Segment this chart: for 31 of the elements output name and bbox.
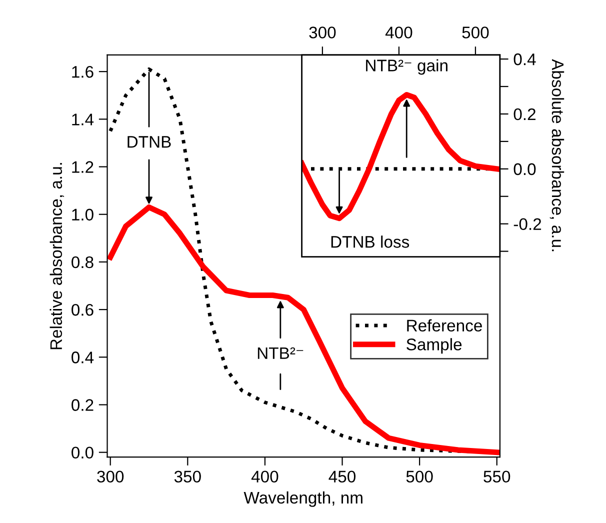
y-tick-label: 0.2 [514,108,536,120]
annotation: NTB²⁻ [258,347,304,359]
x-tick-label: 300 [309,26,336,38]
y-tick-label: 0.0 [72,446,94,459]
y-tick-label: 0.6 [72,304,94,316]
y-tick-label: 1.2 [72,161,94,173]
y-axis-title: Absolute absorbance, a.u. [550,59,564,252]
annotation: NTB²⁻ gain [366,59,448,75]
y-tick-label: 0.4 [514,53,536,66]
x-tick-label: 450 [328,470,356,483]
y-axis-title: Relative absorbance, a.u. [50,163,64,350]
y-tick-label: -0.2 [514,218,542,230]
y-tick-label: 1.0 [72,208,94,221]
legend-label: Reference [407,319,482,332]
y-tick-label: 1.4 [72,114,94,126]
y-tick-label: 0.0 [514,163,536,176]
annotation: DTNB [128,136,171,148]
legend-label: Sample [406,338,462,354]
y-tick-label: 0.8 [72,256,94,268]
x-tick-label: 400 [251,470,278,483]
y-tick-label: 0.4 [72,352,94,364]
x-tick-label: 550 [484,470,510,483]
annotation: DTNB loss [331,236,410,248]
x-tick-label: 500 [462,26,489,38]
x-axis-title: Wavelength, nm [244,491,362,507]
x-tick-label: 350 [174,470,201,483]
y-tick-label: 1.6 [72,66,94,78]
x-tick-label: 500 [406,470,433,483]
x-tick-label: 300 [97,470,124,483]
x-tick-label: 400 [385,26,412,38]
y-tick-label: 0.2 [72,399,94,411]
